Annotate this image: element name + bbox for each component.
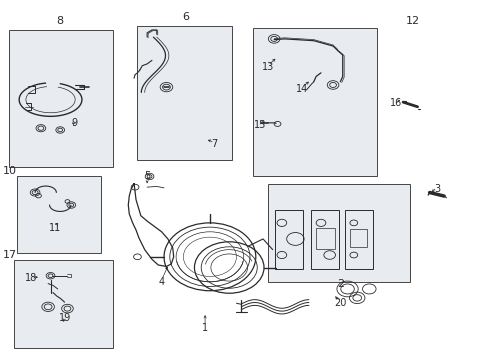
Text: 10: 10 [2, 166, 17, 176]
Text: 17: 17 [2, 250, 17, 260]
Text: 2: 2 [336, 279, 343, 289]
Bar [14, 260, 113, 348]
Text: 19: 19 [59, 312, 71, 323]
Text: 18: 18 [25, 273, 37, 283]
Text: 15: 15 [254, 120, 266, 130]
Text: 20: 20 [333, 298, 346, 308]
Text: 9: 9 [71, 118, 78, 128]
Bar [17, 176, 101, 253]
Text: 4: 4 [158, 277, 164, 287]
Text: 7: 7 [211, 139, 218, 149]
Text: 1: 1 [202, 323, 208, 333]
Bar [137, 26, 231, 160]
Bar [275, 210, 303, 269]
Bar [311, 210, 339, 269]
Text: 16: 16 [389, 98, 401, 108]
Bar [267, 184, 409, 282]
Text: 13: 13 [261, 63, 273, 72]
Bar [349, 229, 366, 247]
Text: 14: 14 [295, 84, 307, 94]
Text: 12: 12 [405, 16, 419, 26]
Bar [9, 30, 113, 167]
Text: 3: 3 [433, 184, 439, 194]
Bar [345, 210, 372, 269]
Text: 6: 6 [182, 13, 189, 22]
Text: 11: 11 [49, 223, 61, 233]
Bar [316, 228, 334, 249]
Text: 8: 8 [57, 16, 63, 26]
Bar [253, 28, 376, 176]
Text: 5: 5 [143, 171, 150, 181]
